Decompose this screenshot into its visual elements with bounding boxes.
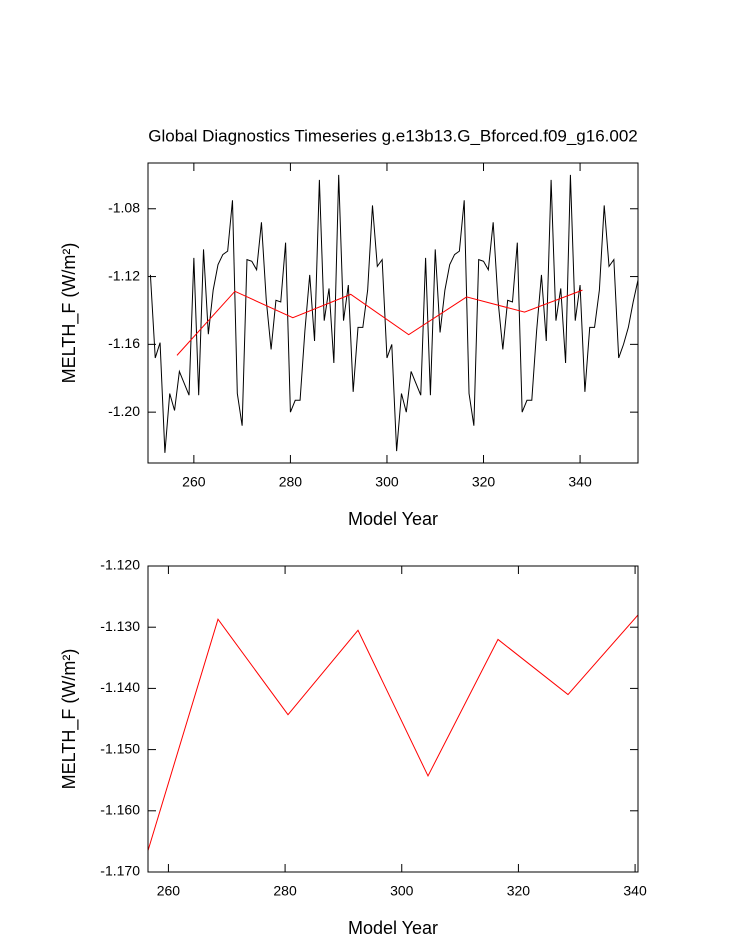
- x-tick-label: 260: [157, 883, 181, 899]
- y-tick-label: -1.16: [108, 335, 140, 351]
- y-tick-label: -1.140: [100, 679, 140, 695]
- y-tick-label: -1.120: [100, 557, 140, 573]
- y-tick-label: -1.160: [100, 802, 140, 818]
- x-tick-label: 320: [507, 883, 531, 899]
- x-tick-label: 340: [568, 474, 592, 490]
- x-axis-label: Model Year: [348, 509, 438, 529]
- data-line: [148, 614, 638, 851]
- chart-title: Global Diagnostics Timeseries g.e13b13.G…: [148, 126, 638, 145]
- plot-frame: [147, 162, 639, 464]
- x-tick-label: 280: [273, 883, 297, 899]
- y-tick-label: -1.130: [100, 618, 140, 634]
- x-axis-label: Model Year: [348, 918, 438, 938]
- x-tick-label: 300: [375, 474, 399, 490]
- y-axis-label: MELTH_F (W/m²): [59, 649, 80, 790]
- plot-frame: [147, 565, 639, 873]
- x-tick-label: 260: [182, 474, 206, 490]
- y-tick-label: -1.170: [100, 863, 140, 879]
- x-tick-label: 340: [623, 883, 647, 899]
- y-tick-label: -1.08: [108, 199, 140, 215]
- y-tick-label: -1.12: [108, 267, 140, 283]
- y-axis-label: MELTH_F (W/m²): [59, 243, 80, 384]
- y-tick-label: -1.150: [100, 740, 140, 756]
- data-line: [176, 289, 583, 356]
- x-tick-label: 300: [390, 883, 414, 899]
- y-tick-label: -1.20: [108, 403, 140, 419]
- x-tick-label: 280: [279, 474, 303, 490]
- data-line: [149, 174, 638, 453]
- x-tick-label: 320: [472, 474, 496, 490]
